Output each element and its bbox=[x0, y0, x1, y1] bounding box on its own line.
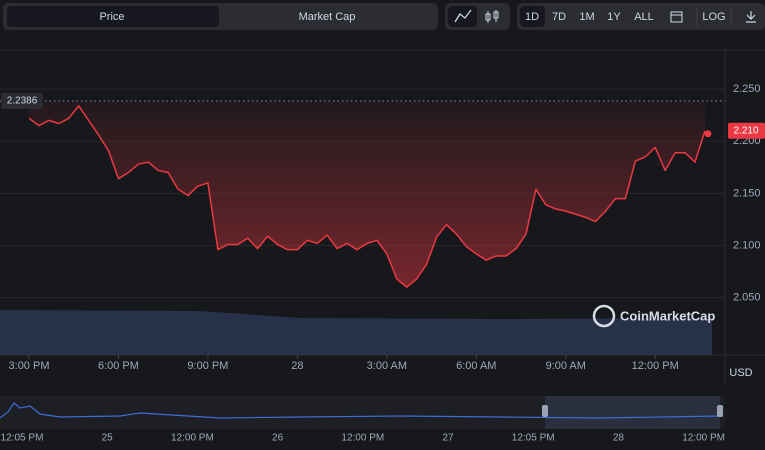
y-tick-label: 2.050 bbox=[733, 292, 761, 304]
candle-icon[interactable] bbox=[485, 10, 499, 23]
watermark-logo bbox=[592, 304, 616, 328]
navigator-handle[interactable] bbox=[717, 405, 723, 417]
navigator-label: 28 bbox=[613, 433, 625, 444]
reference-label-box bbox=[1, 92, 43, 109]
price-label: 2.210 bbox=[733, 125, 758, 136]
y-tick-label: 2.100 bbox=[733, 239, 761, 251]
price-line bbox=[28, 105, 706, 288]
navigator-label: 26 bbox=[272, 433, 284, 444]
tab-active[interactable] bbox=[7, 6, 219, 27]
range-button[interactable]: 1M bbox=[579, 11, 594, 23]
log-button[interactable]: LOG bbox=[702, 11, 725, 23]
reference-label: 2.2386 bbox=[7, 96, 38, 107]
navigator-label: 27 bbox=[442, 433, 454, 444]
range-button[interactable]: 1Y bbox=[607, 11, 621, 23]
download-icon[interactable] bbox=[746, 11, 756, 23]
y-tick-label: 2.250 bbox=[733, 83, 761, 95]
navigator-label: 12:00 PM bbox=[171, 433, 214, 444]
price-label-box bbox=[728, 122, 765, 139]
navigator-label: 25 bbox=[102, 433, 114, 444]
currency-label: USD bbox=[729, 367, 752, 379]
tab[interactable]: Market Cap bbox=[299, 11, 356, 23]
navigator-line bbox=[0, 402, 721, 419]
line-icon bbox=[454, 9, 472, 23]
range-button[interactable]: 1D bbox=[525, 11, 539, 23]
navigator-label: 12:05 PM bbox=[512, 433, 555, 444]
area bbox=[29, 100, 705, 288]
x-tick-label: 9:00 PM bbox=[187, 360, 228, 372]
range-active[interactable] bbox=[520, 6, 545, 27]
x-tick-label: 3:00 PM bbox=[9, 360, 50, 372]
x-tick-label: 28 bbox=[291, 360, 303, 372]
x-tick-label: 6:00 PM bbox=[98, 360, 139, 372]
range-button[interactable]: ALL bbox=[634, 11, 654, 23]
volume-area bbox=[0, 310, 712, 355]
y-tick-label: 2.150 bbox=[733, 187, 761, 199]
range-group bbox=[517, 3, 765, 30]
calendar-icon[interactable] bbox=[670, 11, 683, 23]
tab[interactable]: Price bbox=[99, 11, 124, 23]
range-button[interactable]: 7D bbox=[552, 11, 566, 23]
x-tick-label: 9:00 AM bbox=[546, 360, 586, 372]
navigator-handle[interactable] bbox=[542, 405, 548, 417]
navigator-label: 12:00 PM bbox=[682, 433, 725, 444]
x-tick-label: 6:00 AM bbox=[456, 360, 496, 372]
last-point bbox=[704, 130, 712, 138]
navigator-label: 12:00 PM bbox=[341, 433, 384, 444]
x-tick-label: 12:00 PM bbox=[632, 360, 679, 372]
x-tick-label: 3:00 AM bbox=[367, 360, 407, 372]
navigator-label: 12:05 PM bbox=[1, 433, 44, 444]
navigator-window[interactable] bbox=[545, 396, 720, 429]
watermark: CoinMarketCap bbox=[620, 308, 715, 323]
